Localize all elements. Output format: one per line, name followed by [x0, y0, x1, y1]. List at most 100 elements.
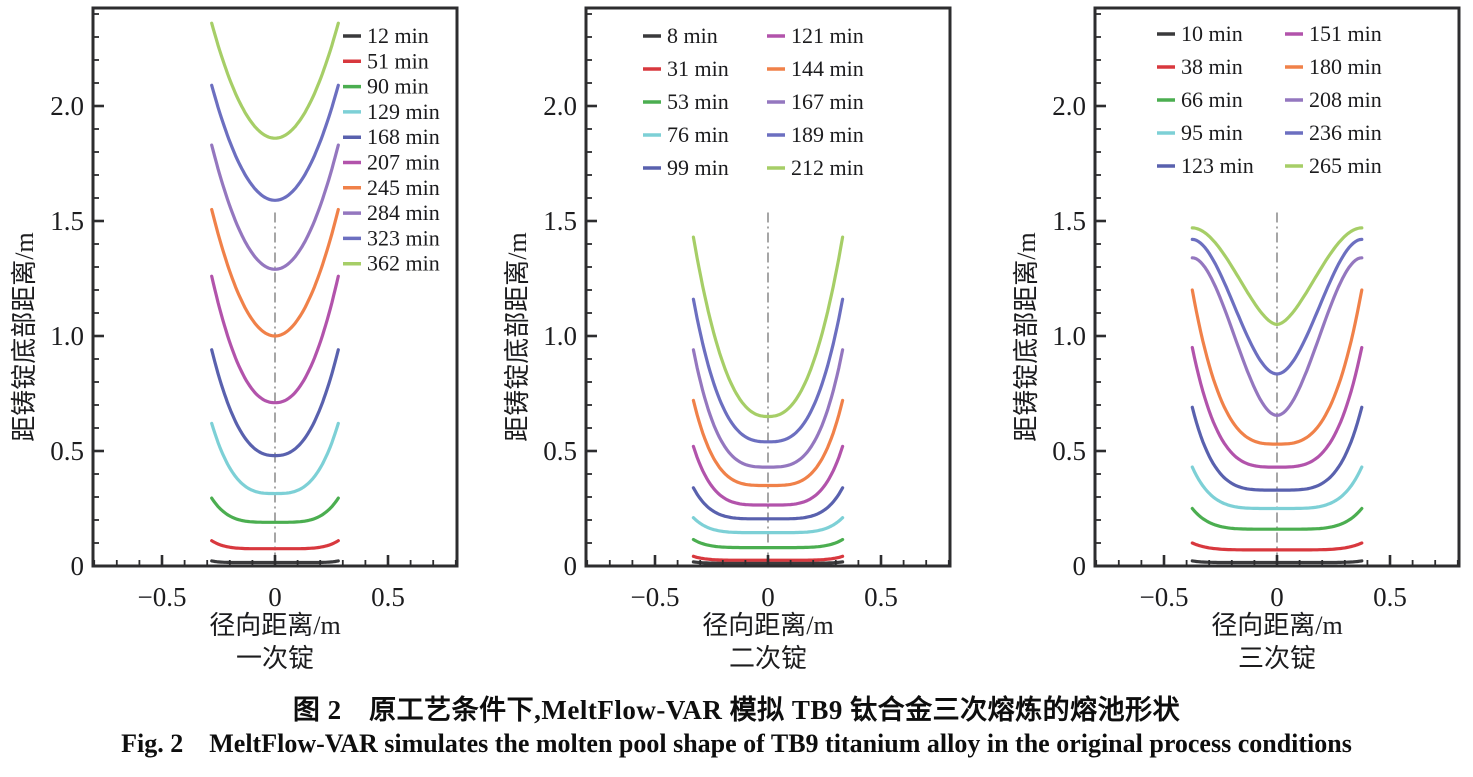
pool-profile-curve-189min	[691, 297, 845, 444]
legend-item-90min: 90 min	[343, 74, 429, 99]
y-tick-label: 0.5	[1052, 436, 1086, 466]
y-tick-label: 1.0	[543, 321, 577, 351]
legend-label: 362 min	[367, 251, 440, 276]
legend-item-51min: 51 min	[343, 48, 429, 73]
legend-item-95min: 95 min	[1157, 120, 1243, 145]
y-tick-label: 2.0	[1052, 91, 1086, 121]
pool-profile-curve-167min	[691, 348, 845, 469]
pool-profile-curve-180min	[1190, 288, 1364, 446]
pool-profile-curve-129min	[210, 421, 340, 496]
y-axis-title: 距铸锭底部距离/m	[503, 232, 532, 441]
y-tick-label: 0	[564, 551, 578, 581]
legend-item-66min: 66 min	[1157, 87, 1243, 112]
legend-item-8min: 8 min	[643, 23, 718, 48]
pool-profile-curve-323min	[210, 83, 340, 202]
legend-item-362min: 362 min	[343, 251, 440, 276]
legend-label: 8 min	[667, 23, 718, 48]
y-tick-label: 1.0	[50, 321, 84, 351]
legend-label: 151 min	[1309, 21, 1382, 46]
legend-item-123min: 123 min	[1157, 153, 1254, 178]
x-tick-label: −0.5	[138, 582, 187, 612]
x-tick-label: 0.5	[1373, 582, 1407, 612]
legend-label: 38 min	[1181, 54, 1243, 79]
pool-profile-curve-284min	[210, 143, 340, 271]
y-axis-title: 距铸锭底部距离/m	[10, 232, 39, 441]
pool-profile-curve-151min	[1190, 345, 1364, 469]
curves	[691, 235, 845, 565]
legend-item-168min: 168 min	[343, 124, 440, 149]
pool-profile-curve-362min	[210, 21, 340, 140]
y-tick-label: 0.5	[50, 436, 84, 466]
pool-profile-curve-121min	[691, 444, 845, 507]
ingot-subtitle: 一次锭	[236, 644, 314, 673]
chart-一次锭: 0 0.5 1.0 1.5 2.0 −0.5 0 0.5 径向距离/m 一次锭 距铸锭底部距离/m 1…	[10, 6, 459, 673]
legend-item-284min: 284 min	[343, 200, 440, 225]
legend-label: 236 min	[1309, 120, 1382, 145]
legend-item-31min: 31 min	[643, 56, 729, 81]
legend-label: 208 min	[1309, 87, 1382, 112]
legend-label: 180 min	[1309, 54, 1382, 79]
y-tick-label: 0	[71, 551, 85, 581]
pool-profile-curve-123min	[1190, 405, 1364, 492]
legend-item-245min: 245 min	[343, 175, 440, 200]
legend-label: 245 min	[367, 175, 440, 200]
pool-profile-curve-38min	[1190, 541, 1364, 552]
y-tick-label: 0.5	[543, 436, 577, 466]
legend-item-167min: 167 min	[767, 89, 864, 114]
curves	[1190, 226, 1364, 565]
legend-label: 51 min	[367, 48, 429, 73]
legend-item-265min: 265 min	[1285, 153, 1382, 178]
legend-label: 99 min	[667, 155, 729, 180]
pool-profile-curve-245min	[210, 207, 340, 338]
y-tick-label: 1.5	[50, 206, 84, 236]
legend-label: 90 min	[367, 74, 429, 99]
legend-item-129min: 129 min	[343, 99, 440, 124]
legend-label: 76 min	[667, 122, 729, 147]
x-tick-label: −0.5	[631, 582, 680, 612]
ticks	[93, 13, 457, 568]
legend-item-236min: 236 min	[1285, 120, 1382, 145]
y-tick-label: 2.0	[543, 91, 577, 121]
legend-label: 129 min	[367, 99, 440, 124]
pool-profile-curve-208min	[1190, 256, 1364, 417]
legend-label: 12 min	[367, 23, 429, 48]
pool-profile-curve-212min	[691, 235, 845, 419]
caption-en: Fig. 2 MeltFlow-VAR simulates the molten…	[121, 729, 1352, 758]
legend: 8 min 31 min 53 min 76 min 99 min 121 min 144 …	[643, 23, 864, 180]
x-tick-label: 0	[268, 582, 282, 612]
legend-item-38min: 38 min	[1157, 54, 1243, 79]
legend-item-151min: 151 min	[1285, 21, 1382, 46]
x-axis-title: 径向距离/m	[1211, 611, 1342, 640]
legend-item-10min: 10 min	[1157, 21, 1243, 46]
x-axis-title: 径向距离/m	[702, 611, 833, 640]
x-tick-label: 0	[761, 582, 775, 612]
legend-label: 265 min	[1309, 153, 1382, 178]
x-tick-label: −0.5	[1140, 582, 1189, 612]
pool-profile-curve-76min	[691, 516, 845, 535]
charts-canvas: 0 0.5 1.0 1.5 2.0 −0.5 0 0.5 径向距离/m 一次锭 距铸锭底部距离/m 1…	[10, 6, 1461, 673]
y-tick-label: 0	[1073, 551, 1087, 581]
pool-profile-curve-265min	[1190, 226, 1364, 327]
legend-label: 167 min	[791, 89, 864, 114]
y-tick-label: 1.5	[1052, 206, 1086, 236]
legend-label: 323 min	[367, 225, 440, 250]
legend-item-53min: 53 min	[643, 89, 729, 114]
legend-label: 144 min	[791, 56, 864, 81]
ingot-subtitle: 二次锭	[729, 644, 807, 673]
legend-label: 123 min	[1181, 153, 1254, 178]
x-tick-label: 0	[1270, 582, 1284, 612]
legend: 10 min 38 min 66 min 95 min 123 min 151 min 18…	[1157, 21, 1382, 178]
pool-profile-curve-90min	[210, 496, 340, 524]
legend-label: 10 min	[1181, 21, 1243, 46]
x-axis-title: 径向距离/m	[209, 611, 340, 640]
legend-label: 207 min	[367, 150, 440, 175]
y-tick-label: 1.5	[543, 206, 577, 236]
ticks	[586, 13, 950, 568]
legend-item-189min: 189 min	[767, 122, 864, 147]
x-tick-label: 0.5	[864, 582, 898, 612]
pool-profile-curve-207min	[210, 274, 340, 405]
pool-profile-curve-168min	[210, 348, 340, 458]
legend-label: 31 min	[667, 56, 729, 81]
